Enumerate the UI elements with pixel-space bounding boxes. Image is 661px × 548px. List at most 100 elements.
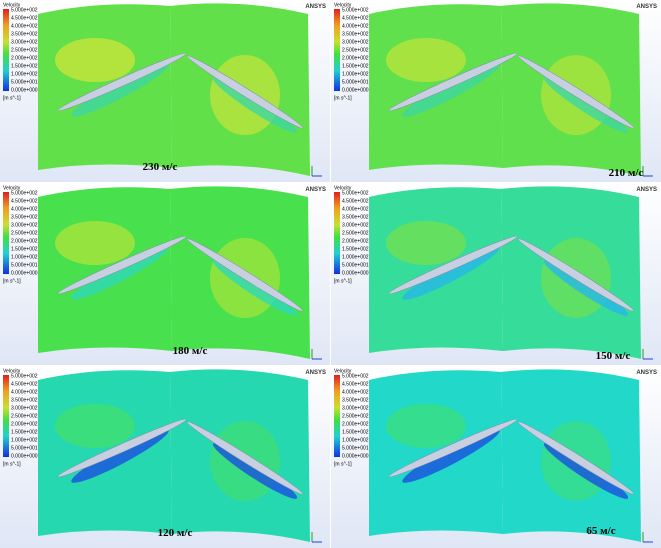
legend-label: 4.500e+002 bbox=[342, 381, 369, 387]
legend-label: 3.500e+002 bbox=[342, 214, 369, 220]
legend-label: 1.000e+002 bbox=[11, 71, 38, 77]
blade bbox=[57, 419, 187, 477]
legend-label: 3.000e+002 bbox=[11, 405, 38, 411]
caption: 120 м/с bbox=[158, 527, 193, 539]
contour-region bbox=[212, 260, 298, 316]
legend-label: 5.000e+002 bbox=[11, 190, 38, 196]
contour-region bbox=[71, 429, 169, 483]
legend-label: 4.500e+002 bbox=[342, 15, 369, 21]
legend-label: 2.500e+002 bbox=[11, 47, 38, 53]
legend-label: 1.500e+002 bbox=[11, 246, 38, 252]
legend-label: 5.000e+002 bbox=[342, 7, 369, 13]
legend-label: 1.000e+002 bbox=[342, 437, 369, 443]
legend-label: 0.000e+000 bbox=[11, 453, 38, 459]
legend-label: 2.500e+002 bbox=[11, 230, 38, 236]
legend-label: 1.500e+002 bbox=[342, 63, 369, 69]
legend-label: 0.000e+000 bbox=[11, 87, 38, 93]
blade bbox=[518, 238, 634, 312]
contour-region bbox=[402, 246, 500, 300]
legend-label: 5.000e+001 bbox=[11, 79, 38, 85]
legend-label: 5.000e+001 bbox=[342, 445, 369, 451]
legend-label: 2.000e+002 bbox=[11, 238, 38, 244]
legend-label: 0.000e+000 bbox=[342, 453, 369, 459]
logo: ANSYS bbox=[636, 187, 657, 193]
legend-title: Velocity bbox=[334, 185, 352, 191]
contour-region bbox=[55, 221, 135, 265]
colorbar bbox=[334, 9, 340, 91]
legend-label: 1.000e+002 bbox=[11, 254, 38, 260]
logo: ANSYS bbox=[636, 4, 657, 10]
caption: 230 м/с bbox=[143, 161, 178, 173]
legend-label: 3.000e+002 bbox=[11, 39, 38, 45]
contour-region bbox=[543, 260, 629, 316]
legend-label: 2.500e+002 bbox=[342, 413, 369, 419]
legend-label: 3.000e+002 bbox=[342, 39, 369, 45]
blade bbox=[187, 421, 303, 495]
legend-label: 2.000e+002 bbox=[342, 421, 369, 427]
logo: ANSYS bbox=[305, 370, 326, 376]
legend-label: 4.000e+002 bbox=[342, 206, 369, 212]
blade bbox=[187, 55, 303, 129]
legend-label: 3.000e+002 bbox=[11, 222, 38, 228]
caption: 65 м/с bbox=[586, 525, 615, 537]
legend-title: Velocity bbox=[3, 185, 21, 191]
legend-label: 5.000e+002 bbox=[11, 373, 38, 379]
legend-label: 4.500e+002 bbox=[11, 198, 38, 204]
legend-label: 2.000e+002 bbox=[342, 238, 369, 244]
legend-title: Velocity bbox=[334, 2, 352, 8]
legend-label: 3.000e+002 bbox=[342, 222, 369, 228]
logo: ANSYS bbox=[305, 4, 326, 10]
contour-region bbox=[386, 221, 466, 265]
legend-label: 1.000e+002 bbox=[11, 437, 38, 443]
legend-label: 4.000e+002 bbox=[342, 389, 369, 395]
legend-label: 3.500e+002 bbox=[11, 214, 38, 220]
legend-label: 3.000e+002 bbox=[342, 405, 369, 411]
legend-unit: [m s^-1] bbox=[3, 95, 21, 101]
legend-title: Velocity bbox=[3, 2, 21, 8]
legend-label: 2.000e+002 bbox=[11, 421, 38, 427]
contour-region bbox=[543, 443, 629, 499]
legend-label: 5.000e+002 bbox=[11, 7, 38, 13]
legend-label: 4.500e+002 bbox=[342, 198, 369, 204]
legend-label: 3.500e+002 bbox=[11, 31, 38, 37]
contour-region bbox=[212, 77, 298, 133]
legend-label: 4.500e+002 bbox=[11, 381, 38, 387]
legend-unit: [m s^-1] bbox=[3, 461, 21, 467]
legend-label: 4.000e+002 bbox=[11, 389, 38, 395]
legend-label: 2.000e+002 bbox=[342, 55, 369, 61]
legend-label: 2.500e+002 bbox=[342, 47, 369, 53]
contour-region bbox=[55, 404, 135, 448]
contour-region bbox=[55, 38, 135, 82]
blade bbox=[518, 55, 634, 129]
blade bbox=[57, 53, 187, 111]
logo: ANSYS bbox=[305, 187, 326, 193]
legend-title: Velocity bbox=[334, 368, 352, 374]
legend-label: 1.500e+002 bbox=[342, 429, 369, 435]
legend-label: 2.000e+002 bbox=[11, 55, 38, 61]
colorbar bbox=[3, 9, 9, 91]
legend-label: 3.500e+002 bbox=[342, 397, 369, 403]
contour-region bbox=[386, 404, 466, 448]
contour-region bbox=[71, 246, 169, 300]
blade bbox=[388, 53, 518, 111]
legend-label: 0.000e+000 bbox=[342, 270, 369, 276]
legend-label: 3.500e+002 bbox=[342, 31, 369, 37]
caption: 210 м/с bbox=[609, 167, 644, 179]
contour-region bbox=[212, 443, 298, 499]
legend-label: 3.500e+002 bbox=[11, 397, 38, 403]
legend-label: 5.000e+002 bbox=[342, 373, 369, 379]
contour-region bbox=[71, 63, 169, 117]
contour-region bbox=[386, 38, 466, 82]
legend-label: 4.000e+002 bbox=[342, 23, 369, 29]
legend-title: Velocity bbox=[3, 368, 21, 374]
contour-region bbox=[543, 77, 629, 133]
legend-label: 5.000e+001 bbox=[11, 262, 38, 268]
blade bbox=[388, 419, 518, 477]
caption: 180 м/с bbox=[173, 345, 208, 357]
blade bbox=[388, 236, 518, 294]
legend-label: 2.500e+002 bbox=[11, 413, 38, 419]
